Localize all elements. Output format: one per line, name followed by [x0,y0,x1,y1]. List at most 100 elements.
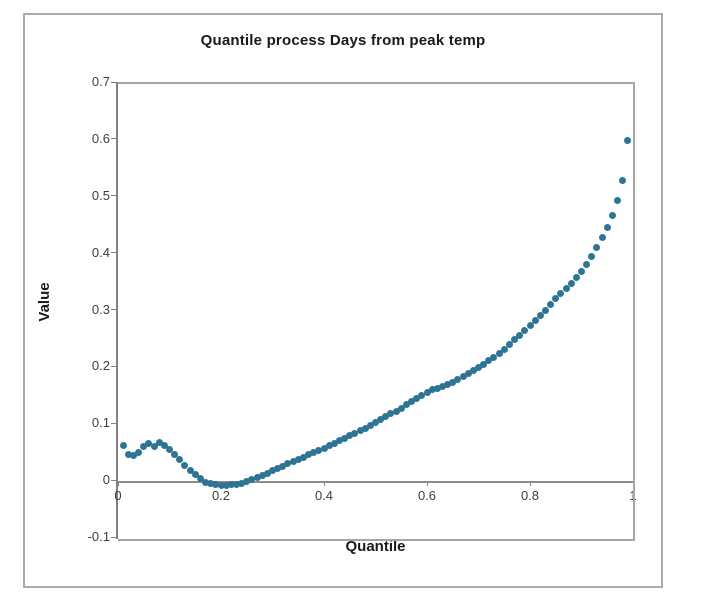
data-point [387,410,395,418]
data-point [269,467,276,475]
data-point [485,357,493,365]
data-point [382,413,390,421]
data-point [619,177,627,185]
data-point [320,444,328,452]
y-axis-tick [111,536,116,538]
data-point [243,478,251,486]
data-point [433,384,441,392]
data-point [196,475,204,483]
y-axis-line [116,82,118,539]
data-point [480,360,488,368]
data-point [248,476,256,484]
data-point [341,434,349,442]
y-axis-tick [111,309,116,310]
data-point [557,289,565,297]
x-axis-tick [323,481,325,487]
x-axis-tick [117,481,119,487]
data-point [186,466,194,474]
data-point [346,431,354,439]
data-point [490,353,498,361]
data-point [129,452,137,460]
data-point [531,317,539,325]
x-tick-label: 0.8 [520,488,540,504]
chart-title: Quantile process Days from peak temp [200,32,486,49]
data-point [495,349,503,357]
y-axis-tick [111,195,116,197]
data-point [578,267,585,275]
data-point [207,480,215,488]
data-point [181,461,189,469]
data-point [140,442,148,450]
data-point [454,375,462,383]
data-point [593,243,601,251]
data-point [397,404,405,412]
data-point [119,441,127,449]
y-tick-label: 0 [102,472,110,488]
data-point [475,364,482,372]
data-point [212,481,220,489]
data-point [305,451,313,459]
y-axis-tick [111,365,116,367]
data-point [258,471,266,479]
data-point [335,437,343,445]
data-point [155,439,163,447]
data-point [536,311,544,319]
data-point [289,458,297,466]
y-tick-label: 0.4 [91,244,110,260]
data-point [449,378,457,386]
data-point [145,439,153,447]
data-point [444,380,452,388]
data-point [238,479,246,487]
data-point [392,407,400,415]
data-point [202,478,210,486]
x-tick-label: 0.6 [417,488,437,504]
data-point [459,372,467,380]
data-point [469,367,477,375]
x-axis-zero-line [118,481,633,484]
data-point [191,471,199,479]
data-point [423,388,431,396]
y-tick-label: 0.3 [91,301,110,317]
data-point [608,212,616,220]
x-tick-label: 0.2 [211,488,231,504]
data-point [418,391,426,399]
data-point [521,327,529,335]
y-axis-tick [111,422,116,424]
y-axis-tick [111,81,116,83]
data-point [227,481,235,489]
data-point [217,482,225,490]
y-tick-label: -0.1 [87,529,110,544]
data-point [222,482,230,490]
data-point [232,480,240,488]
data-point [372,418,379,426]
data-point [428,386,436,394]
data-point [135,449,143,457]
y-tick-label: 0.2 [91,358,110,374]
data-point [124,451,132,459]
data-point [567,279,575,287]
data-point [166,446,173,454]
data-point [500,345,508,353]
x-tick-label: 0.4 [314,488,334,504]
data-point [541,306,549,314]
y-tick-label: 0.6 [91,130,110,146]
y-axis-tick [111,138,116,140]
data-point [325,442,333,450]
data-point [505,340,513,348]
y-axis-tick [111,479,116,481]
x-axis-tick [426,481,428,487]
data-point [413,395,421,403]
data-point [402,401,410,409]
data-point [511,336,519,344]
data-point [160,441,168,449]
data-point [299,453,307,461]
data-point [552,295,560,303]
data-point [562,284,570,292]
data-point [624,137,632,145]
x-tick-label: 0 [114,488,122,504]
y-tick-label: 0.7 [91,74,110,89]
plot-area [118,82,635,541]
data-point [279,462,287,470]
y-tick-label: 0.1 [91,415,110,431]
